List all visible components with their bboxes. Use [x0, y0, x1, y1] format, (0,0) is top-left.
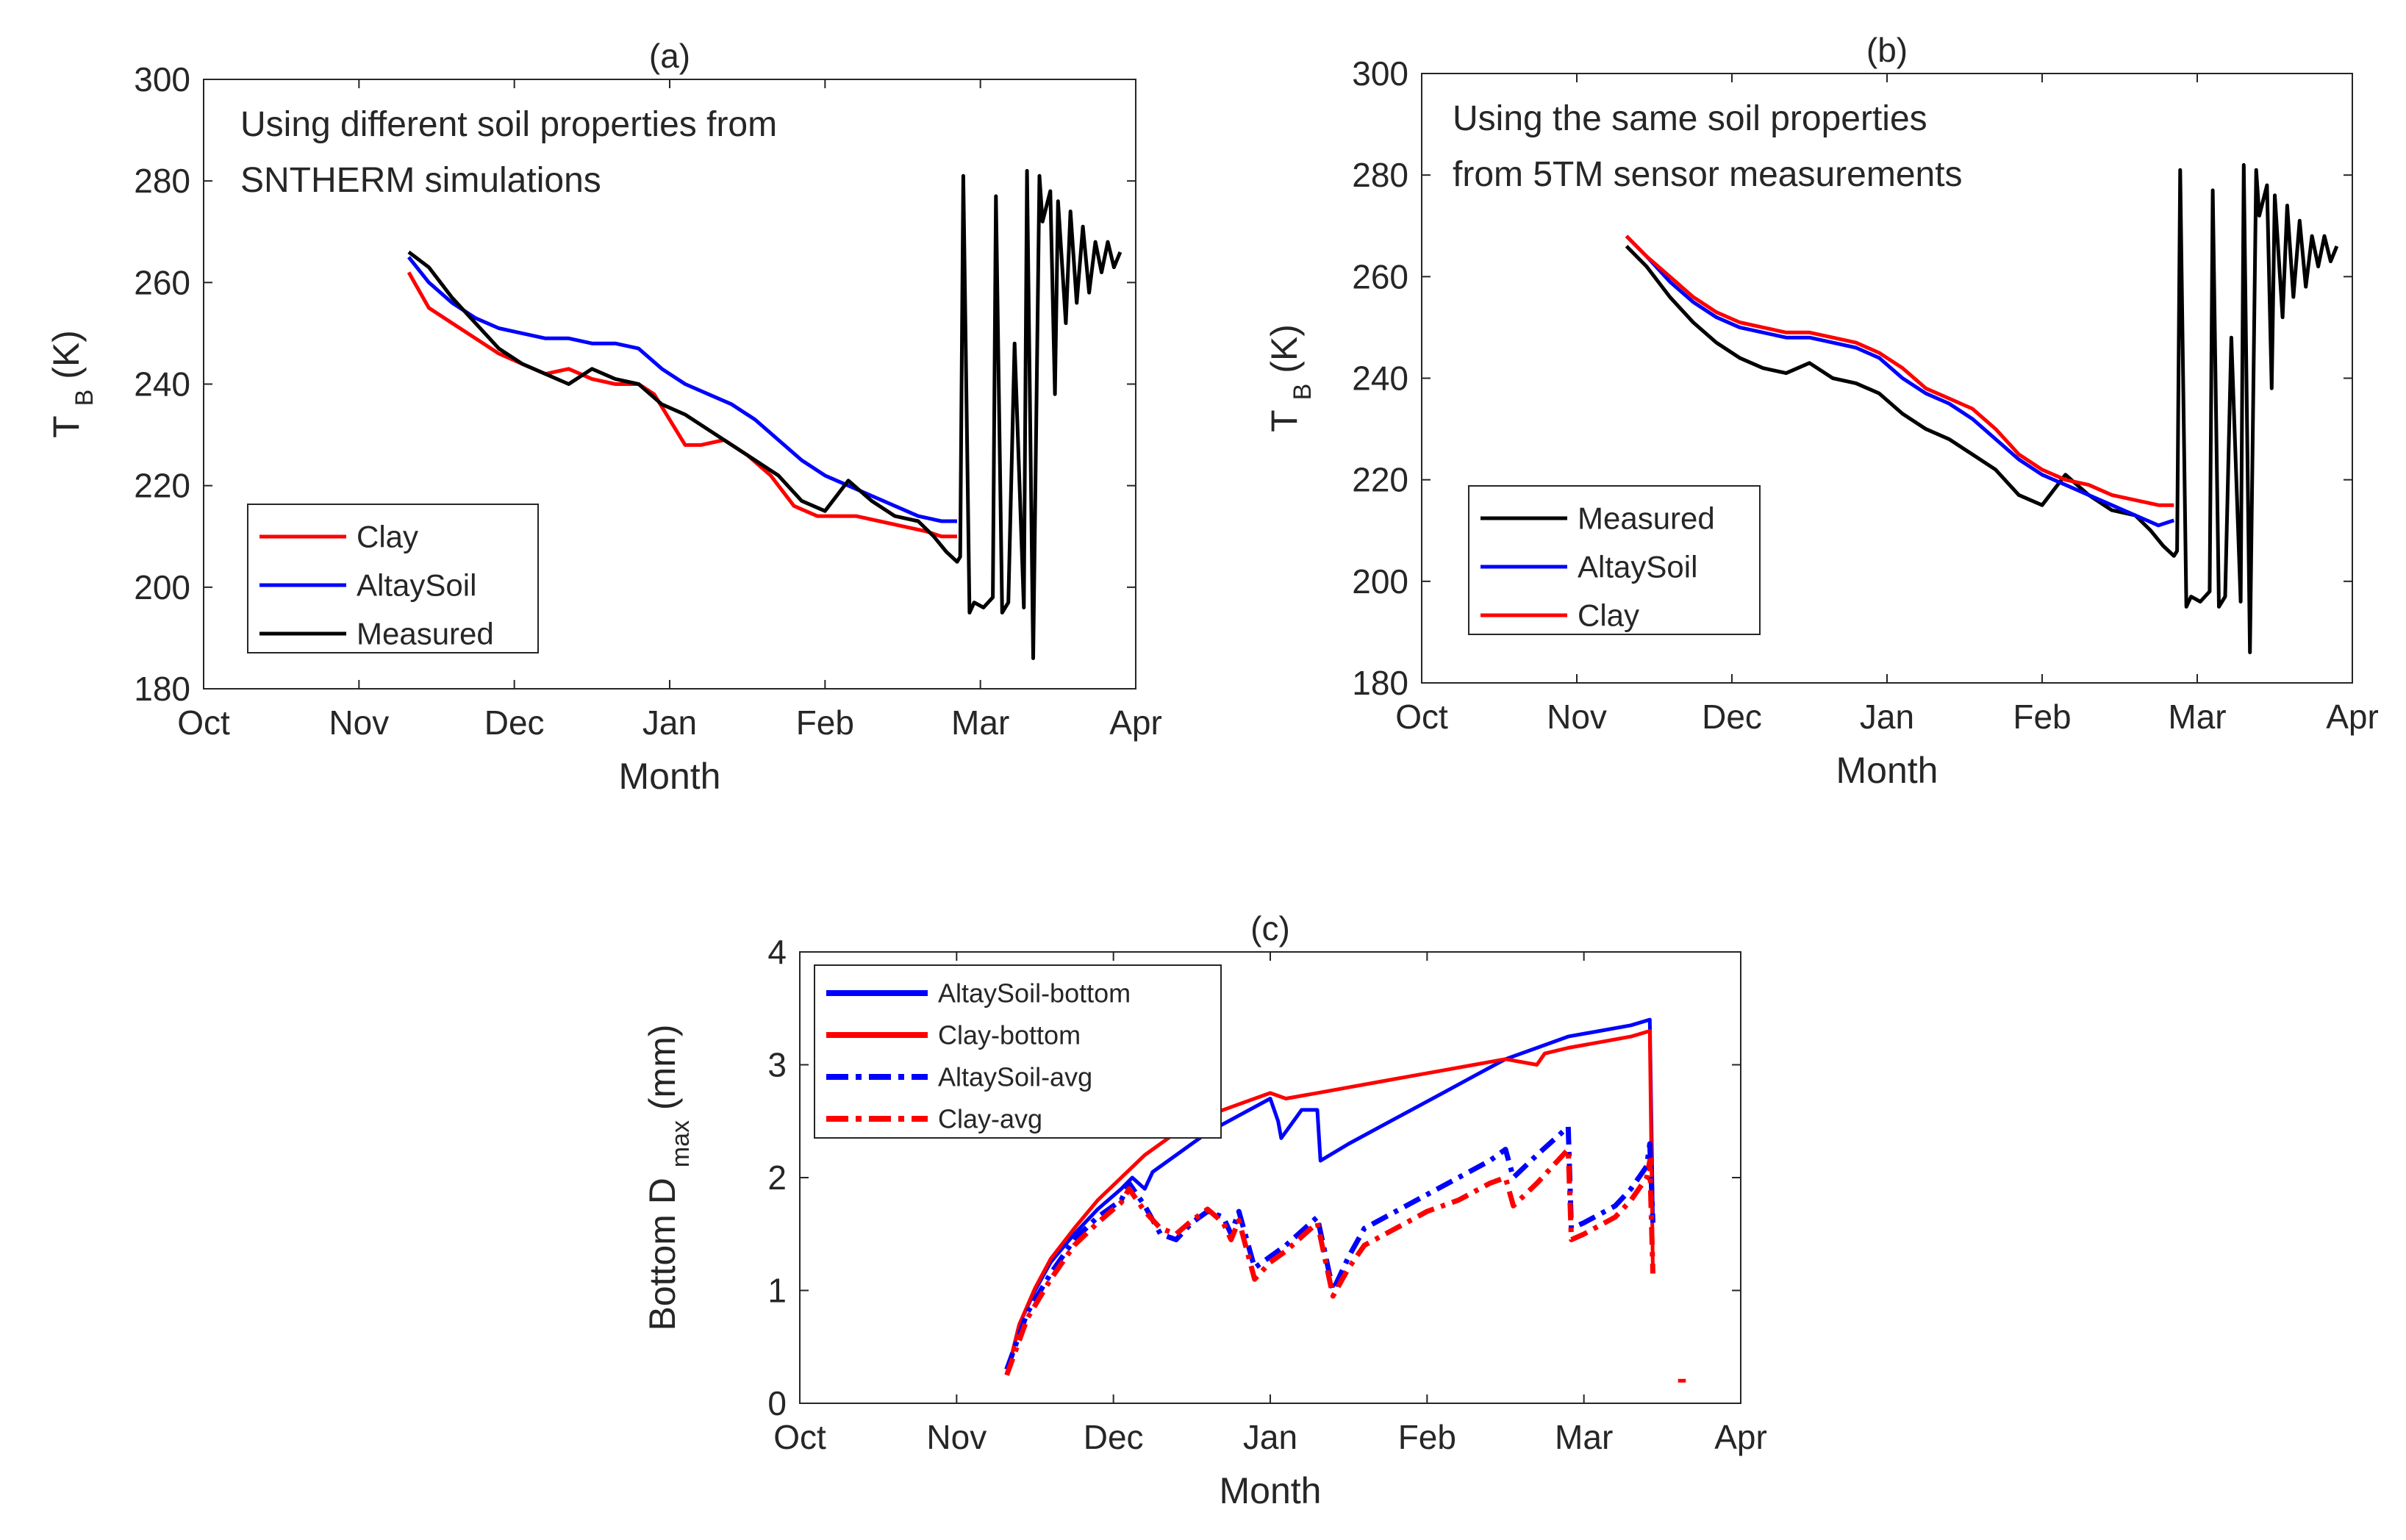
series-clay-avg	[1004, 1147, 1655, 1376]
y-tick-label: 300	[1352, 54, 1408, 93]
x-tick-label: Mar	[2168, 698, 2226, 736]
y-label-subscript: B	[1289, 384, 1317, 401]
chart-b: (b) Oct Nov Dec Jan Feb Mar Apr 180 200 220 240 260 2…	[1264, 31, 2379, 791]
legend: Clay AltaySoil Measured	[247, 504, 539, 653]
annotation-line: Using different soil properties from	[240, 105, 777, 144]
x-tick-label: Feb	[1398, 1418, 1456, 1456]
x-tick-label: Oct	[1395, 698, 1448, 736]
legend-label: Clay-bottom	[938, 1020, 1081, 1050]
x-tick-label: Feb	[796, 703, 854, 742]
y-label-unit: (mm)	[642, 1024, 683, 1120]
legend-label: AltaySoil-avg	[938, 1062, 1092, 1092]
x-tick-label: Oct	[773, 1418, 826, 1456]
legend-label: AltaySoil	[357, 568, 476, 603]
y-label-main: T	[46, 406, 87, 438]
legend: Measured AltaySoil Clay	[1468, 485, 1761, 635]
legend-label: Measured	[357, 617, 494, 651]
x-tick-label: Feb	[2013, 698, 2071, 736]
y-tick-label: 220	[1352, 461, 1408, 499]
legend-label: AltaySoil	[1578, 550, 1697, 584]
x-axis-label: Month	[1220, 1470, 1322, 1511]
legend-label: Clay	[357, 520, 418, 554]
series-group	[1625, 162, 2339, 654]
legend-label: AltaySoil-bottom	[938, 978, 1131, 1009]
y-label-subscript: B	[71, 390, 99, 407]
x-tick-label: Dec	[484, 703, 545, 742]
series-altaysoil	[407, 256, 957, 523]
y-tick-label: 300	[134, 60, 190, 99]
y-tick-label: 240	[1352, 359, 1408, 398]
x-tick-label: Nov	[1547, 698, 1607, 736]
y-label-main: T	[1264, 400, 1305, 432]
y-tick-label: 240	[134, 365, 190, 404]
y-tick-label: 280	[134, 162, 190, 200]
series-group	[1004, 1017, 1686, 1383]
annotation-line: SNTHERM simulations	[240, 161, 601, 200]
x-tick-label: Jan	[642, 703, 697, 742]
x-tick-label: Apr	[1714, 1418, 1767, 1456]
y-tick-label: 220	[134, 467, 190, 505]
chart-c: (c) Oct Nov Dec Jan Feb Mar Apr 0 1 2 3 4 Month Bottom…	[642, 909, 1767, 1511]
series-altaysoil-bottom	[1005, 1017, 1655, 1376]
y-axis-label: Bottom D max (mm)	[642, 1024, 695, 1331]
y-label-unit: (K)	[46, 330, 87, 390]
x-tick-label: Oct	[177, 703, 230, 742]
y-tick-label: 4	[767, 933, 787, 971]
series-clay-bottom	[1005, 1029, 1655, 1376]
x-tick-label: Dec	[1084, 1418, 1144, 1456]
y-tick-label: 1	[767, 1272, 787, 1310]
y-tick-label: 260	[1352, 257, 1408, 296]
chart-title: (c)	[1250, 909, 1290, 948]
x-tick-label: Jan	[1243, 1418, 1297, 1456]
y-tick-label: 280	[1352, 156, 1408, 194]
legend-box	[1468, 485, 1761, 635]
annotation-line: from 5TM sensor measurements	[1453, 155, 1963, 194]
chart-a: (a) Oct Nov Dec Jan Feb Mar Apr 180 200 220 240 260 2…	[46, 37, 1162, 797]
y-label-subscript: max	[667, 1120, 695, 1167]
x-tick-label: Nov	[926, 1418, 987, 1456]
y-tick-label: 260	[134, 263, 190, 301]
y-label-main: Bottom D	[642, 1167, 683, 1331]
x-tick-label: Apr	[1109, 703, 1162, 742]
legend-label: Clay	[1578, 598, 1639, 633]
y-tick-label: 0	[767, 1384, 787, 1422]
y-tick-label: 200	[134, 568, 190, 606]
x-tick-label: Dec	[1702, 698, 1762, 736]
x-axis-label: Month	[1836, 750, 1938, 791]
x-tick-label: Nov	[329, 703, 389, 742]
series-group	[407, 168, 1123, 660]
x-tick-label: Mar	[951, 703, 1009, 742]
x-axis-label: Month	[619, 756, 721, 797]
series-clay	[407, 271, 957, 539]
y-axis-label: T B (K)	[46, 330, 99, 438]
y-tick-label: 2	[767, 1158, 787, 1197]
series-clay	[1625, 234, 2174, 507]
x-tick-label: Apr	[2326, 698, 2379, 736]
y-axis-label: T B (K)	[1264, 324, 1317, 432]
series-measured	[407, 168, 1123, 660]
legend-label: Measured	[1578, 501, 1715, 536]
chart-title: (b)	[1866, 31, 1908, 69]
annotation-line: Using the same soil properties	[1453, 99, 1927, 138]
legend-box	[247, 504, 539, 653]
series-measured	[1625, 162, 2339, 654]
y-tick-label: 180	[134, 670, 190, 708]
y-tick-label: 180	[1352, 664, 1408, 702]
chart-title: (a)	[649, 37, 690, 75]
series-altaysoil	[1625, 234, 2175, 528]
y-tick-label: 200	[1352, 562, 1408, 601]
x-tick-label: Jan	[1860, 698, 1914, 736]
legend-label: Clay-avg	[938, 1104, 1042, 1134]
y-tick-label: 3	[767, 1046, 787, 1084]
legend: AltaySoil-bottom Clay-bottom AltaySoil-avg…	[814, 964, 1222, 1139]
x-tick-label: Mar	[1555, 1418, 1613, 1456]
y-label-unit: (K)	[1264, 324, 1305, 384]
